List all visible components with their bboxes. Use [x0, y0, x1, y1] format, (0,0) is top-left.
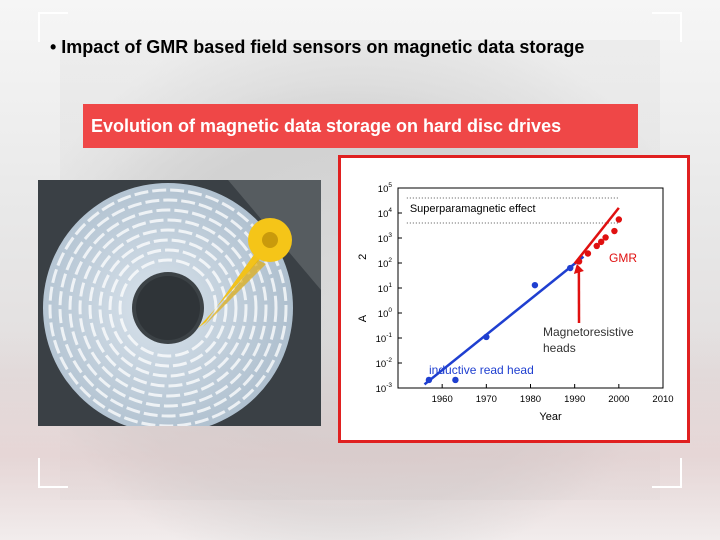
x-tick-label: 1990: [564, 394, 585, 405]
x-axis-label: Year: [539, 411, 562, 423]
trend-line-series-0: [423, 255, 585, 386]
y-tick-label: 10-1: [376, 332, 393, 345]
chart-labels: GMR Magnetoresistive heads inductive read h…: [429, 251, 637, 377]
magnetoresistive-label-line2: heads: [543, 341, 576, 355]
y-tick-label: 10-3: [376, 382, 393, 395]
corner-mark-top-right: [652, 12, 682, 42]
y-tick-base: 10: [378, 184, 389, 195]
data-point-series-1: [597, 238, 605, 246]
y-tick-base: 10: [378, 284, 389, 295]
y-tick-exponent: 0: [388, 307, 392, 314]
y-tick-label: 102: [378, 257, 393, 270]
read-write-head-arm: [198, 218, 292, 328]
inductive-read-head-label: inductive read head: [429, 363, 534, 377]
gmr-label: GMR: [609, 251, 637, 265]
data-point-series-1: [615, 216, 623, 223]
pointer-arrow-head: [573, 263, 584, 274]
data-point-series-1: [611, 227, 618, 235]
y-tick-label: 105: [378, 182, 393, 195]
corner-mark-bottom-left: [38, 458, 68, 488]
superparamagnetic-threshold: Superparamagnetic effect: [406, 197, 619, 224]
threshold-label: Superparamagnetic effect: [410, 203, 536, 215]
y-tick-base: 10: [378, 309, 389, 320]
hard-disk-illustration: [38, 180, 321, 426]
x-tick-label: 1980: [520, 394, 541, 405]
x-tick-label: 1960: [432, 394, 453, 405]
y-tick-base: 10: [376, 334, 387, 345]
chart-frame: 1960 1970 1980 1990 2000 2010 10-3 10-2 10-1 100 1…: [338, 155, 690, 443]
y-tick-base: 10: [376, 359, 387, 370]
x-tick-label: 2000: [608, 394, 629, 405]
y-tick-exponent: -1: [386, 332, 392, 339]
x-tick-label: 2010: [652, 394, 673, 405]
y-tick-exponent: -2: [386, 357, 392, 364]
y-tick-label: 104: [378, 207, 393, 220]
data-point-series-0: [425, 376, 433, 384]
data-points: [425, 216, 623, 384]
y-tick-base: 10: [376, 384, 387, 395]
data-point-series-0: [567, 264, 574, 272]
y-tick-base: 10: [378, 259, 389, 270]
corner-mark-top-left: [38, 12, 68, 42]
data-point-series-1: [575, 258, 583, 265]
y-tick-exponent: 1: [388, 282, 392, 289]
data-point-series-1: [584, 250, 592, 257]
y-tick-exponent: 4: [388, 207, 392, 214]
y-tick-exponent: 3: [388, 232, 392, 239]
trend-lines: [423, 207, 620, 386]
y-tick-label: 101: [378, 282, 393, 295]
section-banner: Evolution of magnetic data storage on ha…: [83, 104, 638, 148]
areal-density-chart: 1960 1970 1980 1990 2000 201010-310-210-11001…: [357, 182, 674, 423]
chart-axes: 1960 1970 1980 1990 2000 201010-310-210-11001…: [357, 182, 674, 423]
y-tick-exponent: 5: [388, 182, 392, 189]
data-point-series-1: [602, 234, 609, 241]
y-axis-label: A 2: [357, 254, 369, 322]
y-tick-base: 10: [378, 209, 389, 220]
y-tick-base: 10: [378, 234, 389, 245]
data-point-series-1: [593, 242, 600, 250]
y-tick-exponent: -3: [386, 382, 392, 389]
plot-border: [397, 187, 664, 389]
y-tick-label: 100: [378, 307, 393, 320]
y-tick-exponent: 2: [388, 257, 392, 264]
data-point-series-0: [531, 281, 539, 289]
hard-disk-photo: [38, 180, 321, 426]
x-tick-label: 1970: [476, 394, 497, 405]
data-point-series-0: [452, 376, 459, 384]
corner-mark-bottom-right: [652, 458, 682, 488]
data-point-series-0: [483, 333, 490, 341]
y-tick-label: 10-2: [376, 357, 393, 370]
trend-line-series-1: [573, 207, 620, 265]
y-tick-label: 103: [378, 232, 393, 245]
slide-bullet-title: • Impact of GMR based field sensors on m…: [50, 37, 585, 57]
magnetoresistive-label-line1: Magnetoresistive: [543, 325, 634, 339]
